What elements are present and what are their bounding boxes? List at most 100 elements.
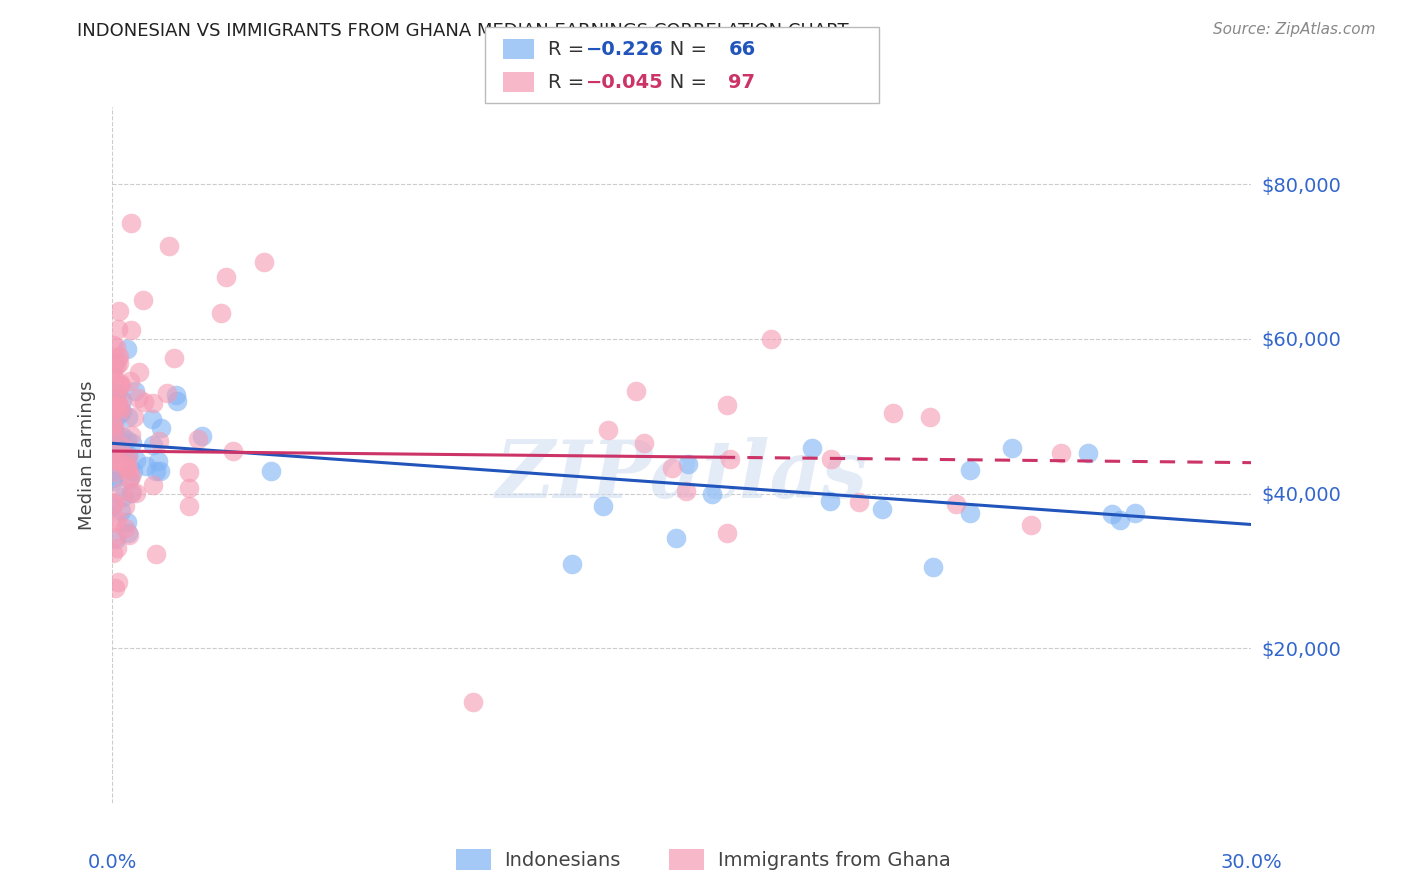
Point — [101, 427, 124, 442]
Point — [115, 459, 138, 474]
Point — [179, 499, 201, 513]
Point — [135, 459, 157, 474]
Point — [121, 435, 143, 450]
Point — [101, 474, 124, 488]
Point — [561, 557, 583, 571]
Point — [148, 453, 170, 467]
Point — [117, 461, 139, 475]
Point — [596, 423, 619, 437]
Point — [110, 400, 132, 414]
Point — [117, 448, 139, 462]
Point — [132, 293, 155, 308]
Point — [260, 464, 283, 478]
Point — [107, 356, 129, 370]
Point — [128, 365, 150, 379]
Point — [115, 516, 138, 530]
Point — [215, 270, 238, 285]
Point — [661, 461, 683, 475]
Point — [104, 422, 127, 436]
Point — [103, 423, 125, 437]
Point — [848, 494, 870, 508]
Point — [105, 430, 128, 444]
Point — [111, 403, 134, 417]
Point — [922, 559, 945, 574]
Point — [159, 239, 180, 253]
Point — [187, 432, 209, 446]
Point — [101, 398, 124, 412]
Point — [209, 306, 232, 320]
Point — [105, 442, 128, 457]
Point — [1050, 446, 1073, 460]
Text: 66: 66 — [728, 39, 755, 59]
Point — [945, 497, 967, 511]
Point — [121, 464, 143, 478]
Text: INDONESIAN VS IMMIGRANTS FROM GHANA MEDIAN EARNINGS CORRELATION CHART: INDONESIAN VS IMMIGRANTS FROM GHANA MEDI… — [77, 22, 849, 40]
Point — [105, 386, 128, 401]
Point — [118, 471, 141, 485]
Point — [142, 478, 165, 492]
Point — [101, 361, 124, 376]
Point — [110, 504, 132, 518]
Point — [117, 342, 139, 356]
Point — [104, 531, 127, 545]
Point — [959, 463, 981, 477]
Point — [101, 403, 124, 417]
Point — [124, 384, 146, 398]
Point — [108, 378, 131, 392]
Point — [1019, 518, 1042, 533]
Point — [959, 506, 981, 520]
Text: −0.045: −0.045 — [586, 72, 664, 92]
Point — [103, 399, 125, 413]
Point — [104, 532, 127, 546]
Point — [718, 451, 741, 466]
Point — [121, 485, 143, 500]
Point — [107, 358, 129, 372]
Point — [115, 433, 138, 447]
Point — [800, 441, 823, 455]
Text: ZIPatlas: ZIPatlas — [496, 437, 868, 515]
Point — [103, 452, 125, 467]
Point — [190, 429, 212, 443]
Point — [107, 513, 129, 527]
Point — [1109, 513, 1132, 527]
Point — [110, 455, 132, 469]
Point — [104, 445, 127, 459]
Point — [101, 405, 124, 419]
Point — [111, 428, 134, 442]
Point — [114, 500, 136, 514]
Point — [624, 384, 647, 399]
Point — [665, 531, 688, 545]
Point — [104, 340, 127, 354]
Text: N =: N = — [651, 39, 713, 59]
Point — [105, 388, 128, 402]
Point — [120, 468, 142, 483]
Point — [105, 541, 128, 556]
Point — [104, 356, 127, 370]
Point — [121, 216, 143, 230]
Y-axis label: Median Earnings: Median Earnings — [77, 380, 96, 530]
Point — [104, 400, 127, 414]
Point — [105, 453, 128, 467]
Point — [155, 385, 177, 400]
Point — [141, 411, 163, 425]
Point — [108, 439, 131, 453]
Point — [1077, 446, 1099, 460]
Point — [108, 389, 131, 403]
Point — [918, 410, 941, 425]
Point — [675, 484, 697, 499]
Point — [108, 304, 131, 318]
Point — [107, 574, 129, 589]
Point — [127, 391, 149, 405]
Point — [222, 443, 245, 458]
Point — [105, 395, 128, 409]
Point — [114, 450, 136, 464]
Point — [716, 399, 738, 413]
Point — [870, 501, 893, 516]
Point — [101, 499, 124, 513]
Point — [1101, 507, 1123, 521]
Point — [103, 496, 125, 510]
Point — [110, 378, 132, 392]
Point — [1123, 507, 1146, 521]
Point — [101, 546, 124, 560]
Point — [105, 392, 128, 406]
